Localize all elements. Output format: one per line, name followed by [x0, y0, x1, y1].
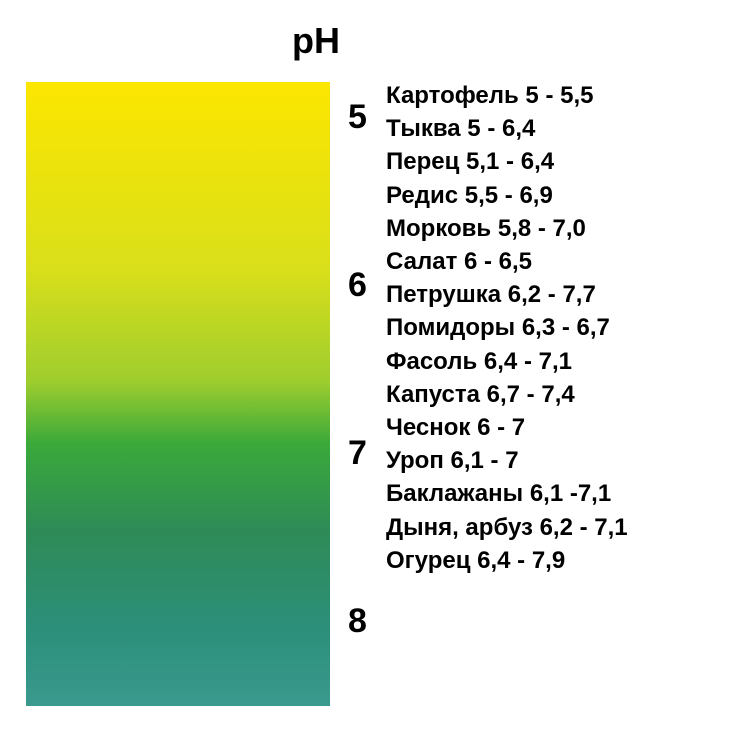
scale-tick: 7 [348, 434, 367, 473]
list-item: Огурец 6,4 - 7,9 [386, 547, 565, 575]
chart-title: pH [292, 20, 340, 62]
list-item: Редис 5,5 - 6,9 [386, 182, 553, 210]
scale-tick: 8 [348, 602, 367, 641]
list-item: Дыня, арбуз 6,2 - 7,1 [386, 514, 628, 542]
list-item: Помидоры 6,3 - 6,7 [386, 314, 610, 342]
list-item: Уроп 6,1 - 7 [386, 447, 519, 475]
list-item: Тыква 5 - 6,4 [386, 115, 535, 143]
list-item: Чеснок 6 - 7 [386, 414, 525, 442]
list-item: Фасоль 6,4 - 7,1 [386, 348, 572, 376]
list-item: Капуста 6,7 - 7,4 [386, 381, 575, 409]
list-item: Картофель 5 - 5,5 [386, 82, 593, 110]
list-item: Перец 5,1 - 6,4 [386, 148, 554, 176]
scale-tick: 5 [348, 98, 367, 137]
list-item: Петрушка 6,2 - 7,7 [386, 281, 596, 309]
scale-tick: 6 [348, 266, 367, 305]
list-item: Морковь 5,8 - 7,0 [386, 215, 586, 243]
ph-gradient-bar [26, 82, 330, 706]
list-item: Салат 6 - 6,5 [386, 248, 532, 276]
list-item: Баклажаны 6,1 -7,1 [386, 480, 611, 508]
